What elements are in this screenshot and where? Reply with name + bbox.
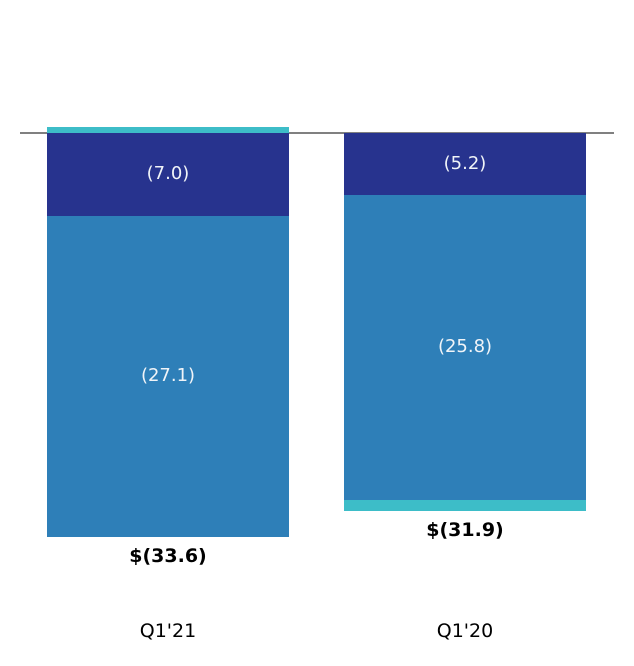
zero-axis-line <box>20 132 614 134</box>
segment-label: (27.1) <box>140 365 196 387</box>
bar-q1-20: (5.2) (25.8) <box>344 133 586 511</box>
total-label: $(33.6) <box>129 545 207 568</box>
category-label: Q1'21 <box>139 620 197 642</box>
bar-segment-navy: (5.2) <box>344 133 586 195</box>
category-label: Q1'20 <box>436 620 494 642</box>
bar-segment-teal <box>344 500 586 511</box>
bar-segment-blue: (25.8) <box>344 194 586 501</box>
bar-segment-navy: (7.0) <box>47 132 289 216</box>
bar-q1-21: (7.0) (27.1) <box>47 127 289 538</box>
bar-segment-teal <box>47 127 289 133</box>
segment-label: (5.2) <box>443 152 487 174</box>
bar-group-q1-20: (5.2) (25.8) $(31.9) Q1'20 <box>344 0 586 666</box>
total-label: $(31.9) <box>426 519 504 541</box>
segment-label: (25.8) <box>437 336 493 358</box>
bar-group-q1-21: (7.0) (27.1) $(33.6) Q1'21 <box>47 0 289 666</box>
bar-segment-blue: (27.1) <box>47 215 289 538</box>
segment-label: (7.0) <box>146 163 190 185</box>
